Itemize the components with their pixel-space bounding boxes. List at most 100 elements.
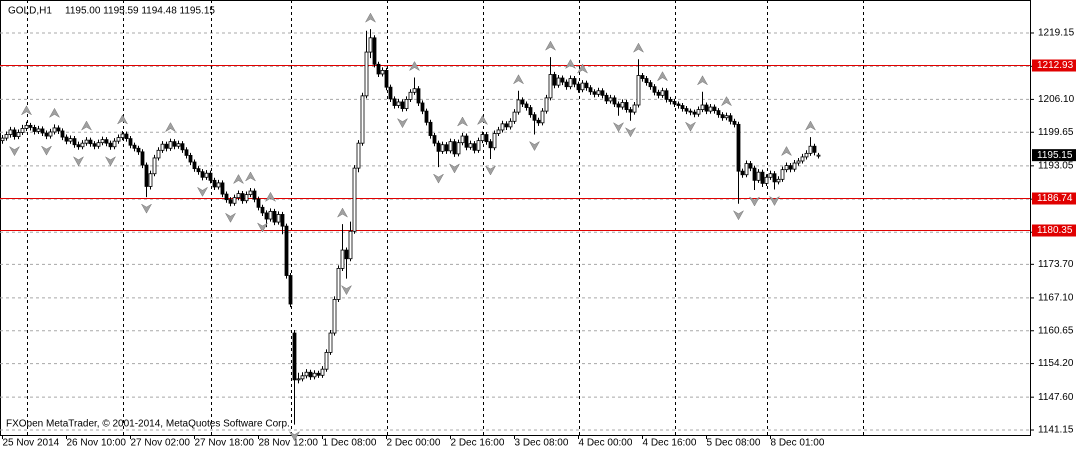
- candle-body: [540, 110, 545, 124]
- candle-body: [128, 138, 133, 146]
- candle-body: [272, 210, 277, 223]
- candle-body: [312, 372, 317, 378]
- candle-body: [528, 107, 533, 116]
- candle-body: [348, 230, 353, 260]
- candle-body: [100, 139, 105, 144]
- candle-body: [280, 214, 285, 227]
- candle-body: [332, 299, 337, 334]
- candle-body: [792, 162, 797, 170]
- candle-body: [168, 141, 173, 149]
- candle-body: [212, 179, 217, 188]
- fractal-up: [408, 61, 421, 72]
- candle-body: [56, 127, 61, 132]
- fractal-down: [748, 196, 761, 207]
- candle-body: [24, 124, 29, 129]
- candle-body: [712, 106, 717, 112]
- candle-body: [564, 81, 569, 88]
- candle-body: [344, 249, 349, 260]
- candle-body: [740, 170, 745, 176]
- price-label-box: [1032, 224, 1076, 237]
- fractal-up: [476, 114, 489, 126]
- x-tick-label: 28 Nov 12:00: [259, 438, 319, 449]
- candle-body: [52, 127, 57, 133]
- current-price-box: [1032, 149, 1076, 162]
- candle-body: [372, 37, 377, 65]
- candle-body: [184, 149, 189, 156]
- candle-body: [736, 123, 741, 172]
- fractal-up: [48, 107, 61, 119]
- candle-body: [776, 178, 781, 183]
- candle-body: [800, 156, 805, 162]
- candle-body: [196, 168, 201, 173]
- x-tick-label: 25 Nov 2014: [3, 438, 60, 449]
- candle-body: [560, 77, 565, 83]
- fractal-down: [224, 212, 237, 223]
- last-bar-label: 1195.00 1195.59 1194.48 1195.15: [65, 6, 215, 17]
- fractal-down: [140, 203, 153, 214]
- candle-body: [240, 193, 245, 202]
- candle-body: [544, 97, 549, 112]
- fractal-up: [544, 40, 557, 51]
- fractal-up: [576, 63, 589, 74]
- candle-body: [336, 268, 341, 300]
- fractal-up: [780, 146, 793, 157]
- candle-body: [156, 149, 161, 159]
- candle-body: [264, 212, 269, 220]
- candle-body: [188, 155, 193, 163]
- candle-body: [64, 136, 69, 142]
- candle-body: [624, 102, 629, 110]
- candle-body: [816, 154, 821, 157]
- candle-body: [788, 165, 793, 170]
- candle-body: [660, 90, 665, 96]
- candle-body: [40, 128, 45, 134]
- y-tick-label: 1219.15: [1038, 28, 1075, 39]
- y-tick-label: 1141.15: [1038, 425, 1074, 436]
- candle-body: [412, 88, 417, 93]
- candle-body: [396, 101, 401, 106]
- y-tick-label: 1173.70: [1038, 259, 1074, 270]
- candle-body: [732, 120, 737, 125]
- candle-body: [612, 97, 617, 105]
- candle-body: [88, 139, 93, 145]
- candle-body: [468, 143, 473, 148]
- candle-body: [244, 194, 249, 202]
- candle-body: [384, 69, 389, 88]
- y-tick-label: 1199.65: [1038, 127, 1074, 138]
- candle-body: [716, 110, 721, 116]
- candle-body: [232, 197, 237, 204]
- candle-body: [772, 173, 777, 183]
- candle-body: [708, 106, 713, 112]
- candle-body: [516, 99, 521, 113]
- y-tick-label: 1147.60: [1038, 392, 1074, 403]
- candle-body: [748, 163, 753, 169]
- candle-body: [568, 78, 573, 88]
- candle-body: [724, 115, 729, 119]
- candle-body: [416, 88, 421, 104]
- candle-body: [640, 75, 645, 79]
- candle-body: [684, 108, 689, 112]
- x-tick-label: 2 Dec 00:00: [387, 438, 441, 449]
- candle-body: [756, 171, 761, 181]
- candle-body: [784, 165, 789, 171]
- fractal-up: [512, 74, 525, 85]
- candle-body: [80, 142, 85, 148]
- candle-body: [124, 133, 129, 140]
- candle-body: [408, 91, 413, 100]
- candle-body: [328, 332, 333, 353]
- candle-body: [28, 124, 33, 128]
- candle-body: [292, 332, 297, 381]
- fractal-down: [484, 165, 497, 176]
- candle-body: [296, 378, 301, 381]
- candle-body: [324, 351, 329, 370]
- candle-body: [180, 143, 185, 151]
- candle-body: [284, 225, 289, 276]
- candle-body: [768, 173, 773, 178]
- candle-body: [256, 198, 261, 208]
- candle-body: [628, 109, 633, 113]
- fractal-down: [196, 186, 209, 197]
- price-label: 1180.35: [1037, 225, 1073, 236]
- candle-body: [656, 91, 661, 96]
- candle-body: [4, 134, 9, 139]
- fractal-up: [720, 96, 733, 107]
- candle-body: [744, 163, 749, 176]
